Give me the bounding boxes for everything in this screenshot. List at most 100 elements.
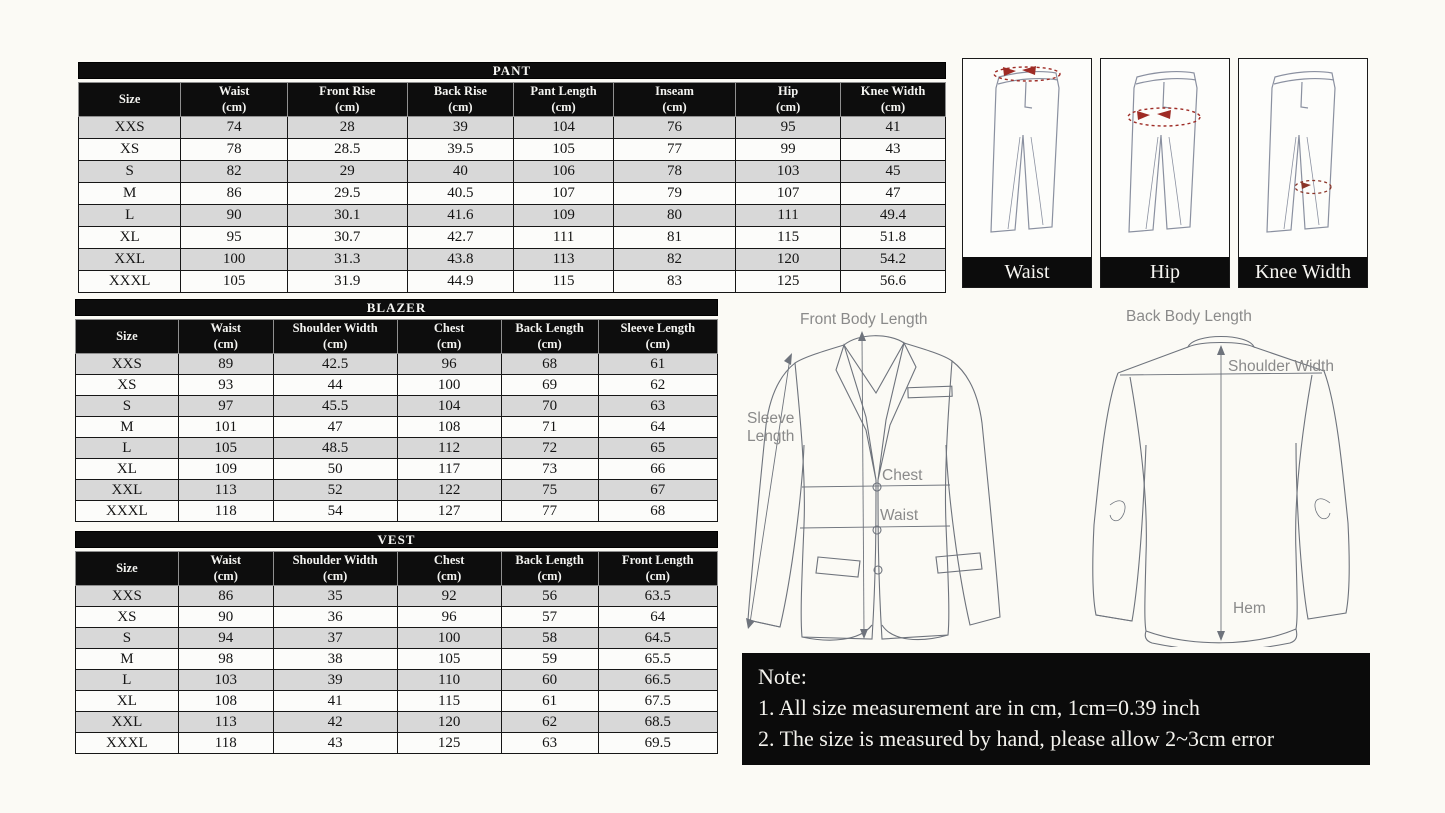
value-cell: 29.5 [286, 182, 408, 205]
value-cell: 41 [272, 690, 398, 712]
value-cell: 41 [840, 116, 946, 139]
value-cell: 105 [177, 437, 274, 459]
value-cell: 54.2 [840, 248, 946, 271]
table-row: XS 78 28.5 39.5 105 77 99 43 [77, 138, 946, 161]
value-cell: 105 [513, 138, 614, 161]
column-header: Back Rise (cm) [406, 82, 515, 117]
value-cell: 49.4 [840, 204, 946, 227]
value-cell: 44.9 [406, 270, 515, 293]
waist-label: Waist [880, 507, 919, 524]
value-cell: 77 [612, 138, 737, 161]
value-cell: 108 [177, 690, 274, 712]
table-row: M 86 29.5 40.5 107 79 107 47 [77, 182, 946, 205]
value-cell: 68.5 [597, 711, 719, 733]
value-cell: 63 [597, 395, 719, 417]
size-cell: XXXL [75, 500, 179, 522]
size-cell: M [75, 416, 179, 438]
size-cell: XXL [77, 248, 182, 271]
value-cell: 94 [177, 627, 274, 649]
value-cell: 42.5 [272, 353, 398, 375]
column-header: Back Length (cm) [500, 319, 599, 354]
value-cell: 118 [177, 500, 274, 522]
value-cell: 79 [612, 182, 737, 205]
value-cell: 109 [513, 204, 614, 227]
value-cell: 36 [272, 606, 398, 628]
size-cell: M [77, 182, 182, 205]
table-row: XL 109 50 117 73 66 [75, 458, 719, 480]
pant-illustration [1266, 71, 1336, 233]
value-cell: 118 [177, 732, 274, 754]
size-cell: S [77, 160, 182, 183]
column-header: Chest (cm) [396, 551, 502, 586]
pant-hip-label: Hip [1101, 257, 1229, 287]
column-header: Front Rise (cm) [286, 82, 408, 117]
table-row: XXXL 118 54 127 77 68 [75, 500, 719, 522]
value-cell: 97 [177, 395, 274, 417]
value-cell: 80 [612, 204, 737, 227]
size-cell: XXXL [75, 732, 179, 754]
table-row: XS 90 36 96 57 64 [75, 606, 719, 628]
value-cell: 44 [272, 374, 398, 396]
value-cell: 74 [180, 116, 288, 139]
back-body-length-label: Back Body Length [1126, 308, 1252, 325]
value-cell: 68 [500, 353, 599, 375]
table-row: XL 95 30.7 42.7 111 81 115 51.8 [77, 226, 946, 249]
value-cell: 82 [612, 248, 737, 271]
value-cell: 103 [177, 669, 274, 691]
value-cell: 96 [396, 606, 502, 628]
pant-illustration [990, 66, 1061, 233]
table-row: L 103 39 110 60 66.5 [75, 669, 719, 691]
value-cell: 86 [180, 182, 288, 205]
value-cell: 99 [735, 138, 842, 161]
value-cell: 56 [500, 585, 599, 607]
value-cell: 111 [513, 226, 614, 249]
value-cell: 66.5 [597, 669, 719, 691]
table-row: L 90 30.1 41.6 109 80 111 49.4 [77, 204, 946, 227]
value-cell: 72 [500, 437, 599, 459]
value-cell: 105 [180, 270, 288, 293]
column-header: Shoulder Width (cm) [272, 319, 398, 354]
value-cell: 112 [396, 437, 502, 459]
column-header: Sleeve Length (cm) [597, 319, 719, 354]
value-cell: 75 [500, 479, 599, 501]
value-cell: 45 [840, 160, 946, 183]
value-cell: 100 [396, 374, 502, 396]
table-row: XL 108 41 115 61 67.5 [75, 690, 719, 712]
value-cell: 39.5 [406, 138, 515, 161]
blazer-size-table: Size Waist (cm) Shoulder Width (cm) Chest (cm)… [75, 319, 719, 522]
value-cell: 67 [597, 479, 719, 501]
blazer-table-title: BLAZER [75, 299, 718, 316]
value-cell: 30.7 [286, 226, 408, 249]
blazer-table-block: BLAZER Size Waist (cm) Shoulder Width (cm) Ch… [75, 299, 719, 522]
value-cell: 83 [612, 270, 737, 293]
header-row: Size Waist (cm) Shoulder Width (cm) Chest (cm)… [75, 551, 719, 586]
size-cell: M [75, 648, 179, 670]
column-header: Waist (cm) [177, 319, 274, 354]
value-cell: 61 [597, 353, 719, 375]
value-cell: 66 [597, 458, 719, 480]
value-cell: 42 [272, 711, 398, 733]
value-cell: 111 [735, 204, 842, 227]
table-row: XXS 74 28 39 104 76 95 41 [77, 116, 946, 139]
value-cell: 73 [500, 458, 599, 480]
hem-label: Hem [1233, 600, 1266, 617]
column-header: Knee Width (cm) [840, 82, 946, 117]
value-cell: 69.5 [597, 732, 719, 754]
value-cell: 70 [500, 395, 599, 417]
table-row: XXS 89 42.5 96 68 61 [75, 353, 719, 375]
pant-table-title: PANT [78, 62, 946, 79]
table-row: M 101 47 108 71 64 [75, 416, 719, 438]
blazer-front-illustration [746, 331, 1001, 641]
value-cell: 92 [396, 585, 502, 607]
pant-size-table: Size Waist (cm) Front Rise (cm) Back Rise (cm)… [77, 82, 946, 293]
size-cell: L [75, 669, 179, 691]
table-row: XXL 113 52 122 75 67 [75, 479, 719, 501]
table-row: XXL 100 31.3 43.8 113 82 120 54.2 [77, 248, 946, 271]
value-cell: 95 [180, 226, 288, 249]
front-body-length-label: Front Body Length [800, 311, 928, 328]
column-header: Front Length (cm) [597, 551, 719, 586]
value-cell: 64 [597, 416, 719, 438]
value-cell: 106 [513, 160, 614, 183]
value-cell: 52 [272, 479, 398, 501]
